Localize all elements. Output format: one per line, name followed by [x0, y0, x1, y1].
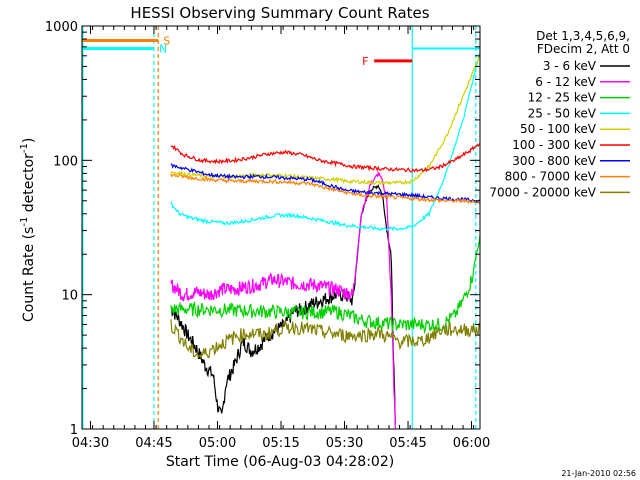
annotations-layer: SN F — [82, 34, 413, 68]
y-tick-label-3: 1000 — [45, 20, 78, 35]
y-axis-ticks: 1 10 100 1000 — [45, 20, 480, 438]
timestamp: 21-Jan-2010 02:56 — [561, 469, 636, 478]
x-tick-label-5: 05:45 — [389, 436, 426, 451]
plot-frame — [81, 25, 481, 430]
legend-label-6: 300 - 800 keV — [512, 154, 596, 168]
series-line-7 — [170, 173, 480, 205]
series-line-8 — [170, 319, 481, 360]
legend: Det 1,3,4,5,6,9, FDecim 2, Att 0 3 - 6 k… — [489, 29, 630, 199]
annotation-label-f: F — [362, 55, 368, 68]
time-region-markers — [82, 26, 480, 429]
legend-label-4: 50 - 100 keV — [520, 122, 597, 136]
legend-header-1: Det 1,3,4,5,6,9, — [536, 29, 630, 43]
legend-label-0: 3 - 6 keV — [543, 59, 597, 73]
series-line-4 — [170, 54, 481, 187]
y-label-sup1: -1 — [19, 217, 30, 227]
x-tick-label-0: 04:30 — [72, 436, 109, 451]
series-line-3 — [170, 52, 481, 232]
series-layer — [170, 52, 481, 429]
series-line-1 — [170, 170, 396, 429]
x-tick-label-2: 05:00 — [199, 436, 236, 451]
y-tick-label-0: 1 — [70, 423, 78, 438]
legend-label-7: 800 - 7000 keV — [505, 170, 597, 184]
legend-label-1: 6 - 12 keV — [535, 75, 597, 89]
legend-label-5: 100 - 300 keV — [512, 138, 596, 152]
x-tick-label-4: 05:30 — [326, 436, 363, 451]
annotation-label-n: N — [159, 42, 167, 55]
legend-label-8: 7000 - 20000 keV — [489, 185, 596, 199]
y-label-main: Count Rate (s — [21, 227, 37, 322]
legend-label-3: 25 - 50 keV — [528, 106, 597, 120]
x-tick-label-1: 04:45 — [135, 436, 172, 451]
legend-label-2: 12 - 25 keV — [528, 91, 597, 105]
x-tick-label-3: 05:15 — [262, 436, 299, 451]
x-axis-ticks: 04:30 04:45 05:00 05:15 05:30 05:45 06:00 — [72, 26, 490, 451]
x-tick-label-6: 06:00 — [453, 436, 490, 451]
chart-title: HESSI Observing Summary Count Rates — [130, 4, 429, 22]
series-line-6 — [170, 163, 481, 204]
y-tick-label-2: 100 — [53, 154, 78, 169]
y-axis-label: Count Rate (s-1 detector-1) — [19, 138, 37, 322]
y-label-sup2: -1 — [19, 143, 30, 153]
series-line-5 — [170, 142, 481, 173]
annotation-label-s: S — [163, 34, 170, 47]
series-line-2 — [170, 235, 481, 335]
y-tick-label-1: 10 — [61, 289, 78, 304]
y-label-end: ) — [21, 138, 37, 143]
legend-header-2: FDecim 2, Att 0 — [537, 42, 630, 56]
x-axis-label: Start Time (06-Aug-03 04:28:02) — [166, 454, 394, 470]
y-label-mid: detector — [21, 153, 37, 217]
